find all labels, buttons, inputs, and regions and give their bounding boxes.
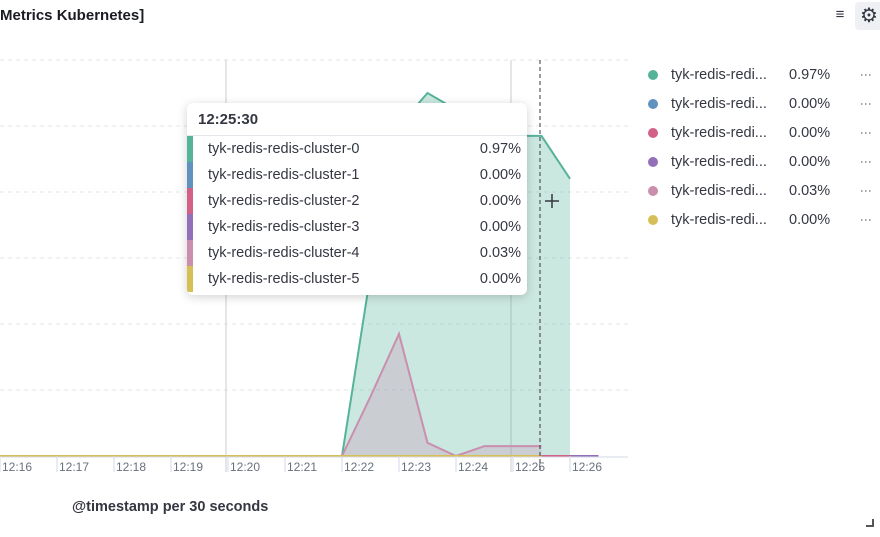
tooltip-series-value: 0.00% — [479, 167, 521, 183]
filter-icon[interactable]: ≡ — [835, 6, 845, 23]
x-tick-label: 12:26 — [572, 460, 602, 474]
x-tick-label: 12:17 — [59, 460, 89, 474]
x-tick-label: 12:16 — [2, 460, 32, 474]
legend-label: tyk-redis-redi... — [671, 182, 767, 199]
legend-color-dot-icon — [648, 127, 658, 138]
x-tick-label: 12:20 — [230, 460, 260, 474]
legend-label: tyk-redis-redi... — [671, 95, 767, 112]
tooltip-series-name: tyk-redis-redis-cluster-1 — [208, 167, 360, 183]
legend-item[interactable]: tyk-redis-redi... 0.03% ⋮ — [648, 176, 880, 205]
legend-item[interactable]: tyk-redis-redi... 0.00% ⋮ — [648, 118, 880, 147]
legend-value: 0.00% — [789, 153, 831, 170]
x-axis-label: @timestamp per 30 seconds — [72, 499, 269, 515]
x-tick-label: 12:21 — [287, 460, 317, 474]
legend-value: 0.03% — [789, 182, 831, 199]
x-tick-label: 12:25 — [515, 460, 545, 474]
tooltip-row: tyk-redis-redis-cluster-1 0.00% — [187, 162, 527, 188]
tooltip-series-value: 0.00% — [479, 219, 521, 235]
legend-menu-icon[interactable]: ⋮ — [859, 185, 873, 196]
legend-color-dot-icon — [648, 156, 658, 167]
tooltip-row: tyk-redis-redis-cluster-2 0.00% — [187, 188, 527, 214]
crosshair-cursor-icon — [545, 194, 559, 208]
legend-color-dot-icon — [648, 185, 658, 196]
tooltip-row: tyk-redis-redis-cluster-4 0.03% — [187, 240, 527, 266]
legend: tyk-redis-redi... 0.97% ⋮ tyk-redis-redi...… — [648, 60, 880, 234]
tooltip-series-value: 0.97% — [479, 141, 521, 157]
tooltip-series-name: tyk-redis-redis-cluster-0 — [208, 141, 360, 157]
legend-item[interactable]: tyk-redis-redi... 0.97% ⋮ — [648, 60, 880, 89]
tooltip-series-name: tyk-redis-redis-cluster-5 — [208, 271, 360, 287]
legend-menu-icon[interactable]: ⋮ — [859, 69, 873, 80]
legend-menu-icon[interactable]: ⋮ — [859, 214, 873, 225]
legend-value: 0.00% — [789, 211, 831, 228]
tooltip-row: tyk-redis-redis-cluster-0 0.97% — [187, 136, 527, 162]
tooltip-series-value: 0.00% — [479, 271, 521, 287]
tooltip-series-name: tyk-redis-redis-cluster-3 — [208, 219, 360, 235]
legend-color-dot-icon — [648, 214, 658, 225]
legend-value: 0.97% — [789, 66, 831, 83]
legend-value: 0.00% — [789, 95, 831, 112]
tooltip-series-value: 0.03% — [479, 245, 521, 261]
legend-menu-icon[interactable]: ⋮ — [859, 156, 873, 167]
tooltip: 12:25:30 tyk-redis-redis-cluster-0 0.97% t… — [187, 103, 527, 295]
x-tick-label: 12:19 — [173, 460, 203, 474]
x-tick-label: 12:22 — [344, 460, 374, 474]
x-tick-label: 12:18 — [116, 460, 146, 474]
legend-value: 0.00% — [789, 124, 831, 141]
legend-item[interactable]: tyk-redis-redi... 0.00% ⋮ — [648, 89, 880, 118]
tooltip-series-name: tyk-redis-redis-cluster-4 — [208, 245, 360, 261]
legend-label: tyk-redis-redi... — [671, 66, 767, 83]
tooltip-series-value: 0.00% — [479, 193, 521, 209]
resize-handle-icon[interactable] — [866, 519, 874, 527]
legend-color-dot-icon — [648, 98, 658, 109]
legend-menu-icon[interactable]: ⋮ — [859, 127, 873, 138]
x-tick-label: 12:23 — [401, 460, 431, 474]
legend-item[interactable]: tyk-redis-redi... 0.00% ⋮ — [648, 205, 880, 234]
tooltip-row: tyk-redis-redis-cluster-5 0.00% — [187, 266, 527, 292]
legend-item[interactable]: tyk-redis-redi... 0.00% ⋮ — [648, 147, 880, 176]
tooltip-time: 12:25:30 — [187, 103, 527, 136]
legend-menu-icon[interactable]: ⋮ — [859, 98, 873, 109]
tooltip-series-name: tyk-redis-redis-cluster-2 — [208, 193, 360, 209]
tooltip-row: tyk-redis-redis-cluster-3 0.00% — [187, 214, 527, 240]
gear-icon[interactable]: ⚙ — [855, 2, 880, 30]
legend-color-dot-icon — [648, 69, 658, 80]
panel-title: Metrics Kubernetes] — [0, 7, 145, 24]
x-tick-label: 12:24 — [458, 460, 488, 474]
legend-label: tyk-redis-redi... — [671, 124, 767, 141]
legend-label: tyk-redis-redi... — [671, 211, 767, 228]
legend-label: tyk-redis-redi... — [671, 153, 767, 170]
